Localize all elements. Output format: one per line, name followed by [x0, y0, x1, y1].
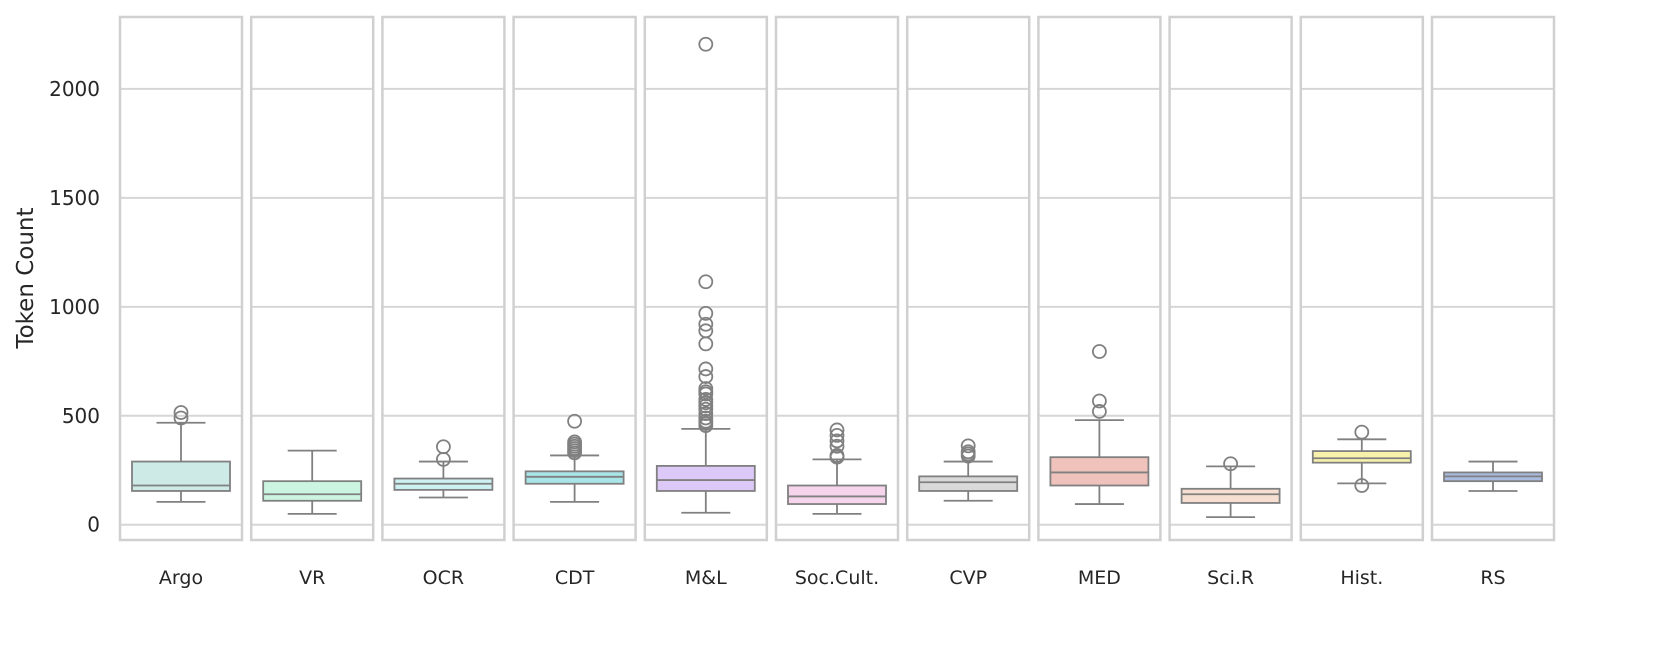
outlier-point [698, 36, 714, 52]
box-MED [1049, 344, 1150, 505]
box-Hist. [1311, 424, 1412, 493]
iqr-box [262, 480, 363, 502]
iqr-box [1311, 450, 1412, 464]
outlier-point [698, 361, 714, 377]
x-category-label: Soc.Cult. [795, 567, 879, 589]
y-axis-title: Token Count [13, 207, 39, 349]
outlier-point [698, 369, 714, 384]
y-tick-label: 0 [87, 513, 100, 537]
panel-layer [118, 15, 1556, 542]
x-category-label: Sci.R [1207, 567, 1254, 589]
facet-panel [774, 15, 900, 542]
outlier-point [829, 448, 845, 463]
facet-panel [643, 15, 769, 542]
box-RS [1443, 460, 1543, 492]
box-M&L [655, 36, 756, 514]
outlier-point [698, 316, 714, 332]
facet-panel [1299, 15, 1425, 542]
outlier-point [567, 413, 582, 429]
outlier-point [698, 392, 714, 407]
box-CVP [918, 438, 1019, 502]
iqr-box [131, 460, 231, 492]
y-tick-label: 1500 [49, 186, 100, 210]
y-tick-label: 2000 [49, 77, 100, 101]
grid-layer [120, 87, 1554, 526]
outlier-point [1354, 478, 1370, 493]
y-tick-label: 500 [62, 404, 100, 428]
outlier-point [173, 410, 189, 426]
outlier-point [829, 427, 845, 443]
outlier-point [1223, 456, 1238, 472]
x-category-label: OCR [423, 567, 464, 589]
iqr-box [1049, 456, 1150, 487]
outlier-point [435, 439, 451, 455]
box-OCR [393, 439, 494, 499]
outlier-point [698, 406, 714, 422]
facet-panel [1037, 15, 1162, 542]
outlier-point [698, 274, 714, 290]
outlier-point [698, 305, 714, 321]
facet-panel [249, 15, 375, 542]
facet-panel [512, 15, 637, 542]
facet-panel [118, 15, 244, 542]
outlier-point [698, 323, 714, 339]
box-Argo [131, 405, 231, 503]
x-category-label: CVP [949, 567, 987, 589]
iqr-box [918, 475, 1019, 492]
outlier-point [567, 434, 582, 450]
x-category-label: Argo [159, 567, 203, 589]
box-VR [262, 449, 363, 515]
facet-panel [1430, 15, 1556, 542]
facet-panel [381, 15, 506, 542]
outlier-point [173, 405, 189, 420]
facet-panel [1168, 15, 1293, 542]
outlier-point [1354, 424, 1370, 440]
box-CDT [524, 413, 625, 503]
x-category-label: M&L [685, 567, 727, 589]
outlier-point [698, 410, 714, 426]
x-category-label: VR [299, 567, 325, 589]
iqr-box [1180, 487, 1281, 504]
iqr-box [787, 484, 887, 505]
box-Soc.Cult. [787, 422, 887, 515]
iqr-box [655, 465, 756, 492]
box-layer [131, 36, 1543, 519]
x-category-label: MED [1078, 567, 1121, 589]
outlier-point [1092, 404, 1107, 419]
facet-panel [905, 15, 1031, 542]
x-category-label: CDT [555, 567, 595, 589]
x-category-label: RS [1480, 567, 1505, 589]
outlier-point [829, 422, 845, 438]
outlier-point [698, 381, 714, 396]
outlier-point [1092, 344, 1107, 359]
outlier-point [1092, 393, 1107, 409]
label-layer: 0 500 1000 1500 2000 Argo VR OCR CDT M&L Soc.Cult.… [49, 77, 1506, 589]
outlier-point [960, 444, 976, 460]
x-category-label: Hist. [1340, 567, 1383, 589]
outlier-point [960, 438, 976, 454]
outlier-point [829, 433, 845, 449]
y-tick-label: 1000 [49, 295, 100, 319]
box-Sci.R [1180, 456, 1281, 519]
outlier-point [698, 336, 714, 352]
outlier-point [829, 438, 845, 454]
